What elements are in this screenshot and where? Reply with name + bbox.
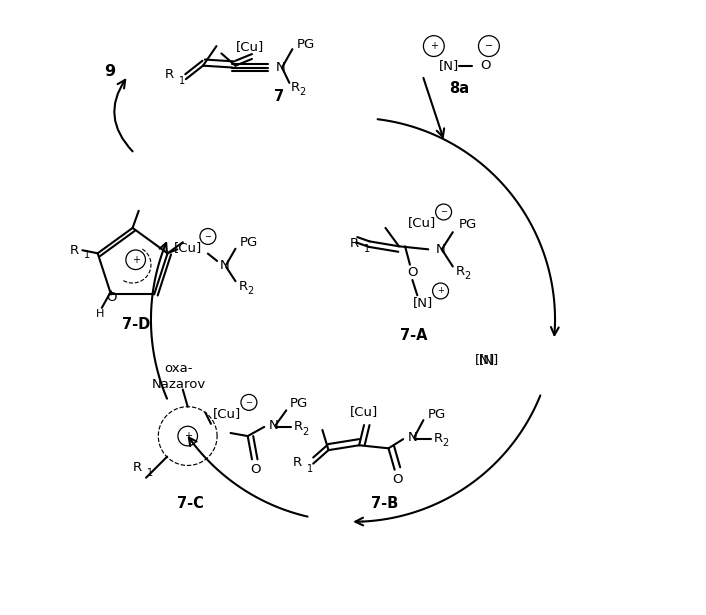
Text: O: O bbox=[407, 266, 418, 279]
Text: N: N bbox=[269, 419, 279, 432]
Text: 7-A: 7-A bbox=[400, 328, 428, 343]
Text: [Cu]: [Cu] bbox=[350, 405, 378, 418]
Text: [N]: [N] bbox=[413, 296, 433, 309]
Text: 1: 1 bbox=[84, 250, 90, 260]
Text: H: H bbox=[96, 309, 104, 319]
Text: 1: 1 bbox=[307, 464, 313, 474]
Text: R: R bbox=[456, 265, 465, 278]
Text: [Cu]: [Cu] bbox=[213, 407, 241, 420]
Text: 1: 1 bbox=[364, 244, 370, 255]
Text: R: R bbox=[70, 244, 79, 256]
Text: R: R bbox=[294, 421, 303, 434]
Text: O: O bbox=[480, 59, 491, 72]
Text: R: R bbox=[433, 432, 443, 445]
Text: 2: 2 bbox=[302, 427, 309, 437]
Text: [N]: [N] bbox=[438, 59, 459, 72]
Text: 9: 9 bbox=[104, 65, 115, 79]
Text: +: + bbox=[430, 41, 438, 51]
Text: R: R bbox=[239, 280, 248, 293]
Text: [Cu]: [Cu] bbox=[174, 241, 202, 254]
Text: 7-B: 7-B bbox=[371, 496, 398, 511]
Text: N: N bbox=[220, 260, 230, 272]
Text: −: − bbox=[205, 232, 211, 241]
Text: −: − bbox=[246, 398, 253, 407]
Text: N: N bbox=[408, 430, 418, 444]
Text: [N]: [N] bbox=[479, 353, 499, 366]
Text: PG: PG bbox=[289, 397, 308, 410]
Text: +: + bbox=[131, 255, 140, 264]
Text: 2: 2 bbox=[465, 271, 471, 281]
Text: +: + bbox=[437, 287, 444, 295]
Text: N: N bbox=[436, 243, 445, 256]
Text: 2: 2 bbox=[300, 87, 306, 97]
Text: 8a: 8a bbox=[449, 81, 469, 97]
Text: 7-D: 7-D bbox=[121, 317, 150, 332]
Text: R: R bbox=[293, 456, 302, 469]
Text: [N]: [N] bbox=[474, 353, 495, 366]
Text: PG: PG bbox=[428, 408, 446, 421]
Text: Nazarov: Nazarov bbox=[151, 378, 205, 391]
Text: 1: 1 bbox=[179, 76, 185, 86]
Text: +: + bbox=[184, 431, 192, 441]
Text: N: N bbox=[276, 61, 286, 74]
Text: R: R bbox=[350, 237, 359, 250]
Text: 1: 1 bbox=[147, 469, 152, 478]
Text: [Cu]: [Cu] bbox=[408, 216, 436, 229]
Text: O: O bbox=[393, 473, 403, 486]
Text: 2: 2 bbox=[443, 438, 448, 448]
Text: PG: PG bbox=[240, 236, 258, 249]
Text: O: O bbox=[106, 291, 116, 304]
Text: −: − bbox=[440, 207, 447, 216]
Text: [Cu]: [Cu] bbox=[236, 39, 264, 52]
Text: O: O bbox=[250, 463, 261, 476]
Text: R: R bbox=[133, 461, 142, 474]
Text: 7: 7 bbox=[275, 89, 285, 104]
Text: 7-C: 7-C bbox=[177, 496, 204, 511]
Text: oxa-: oxa- bbox=[164, 362, 193, 375]
Text: PG: PG bbox=[459, 218, 477, 231]
Text: R: R bbox=[165, 68, 174, 81]
Text: PG: PG bbox=[297, 38, 315, 51]
Text: −: − bbox=[485, 41, 493, 51]
Text: 2: 2 bbox=[247, 286, 253, 296]
Text: R: R bbox=[291, 81, 300, 93]
